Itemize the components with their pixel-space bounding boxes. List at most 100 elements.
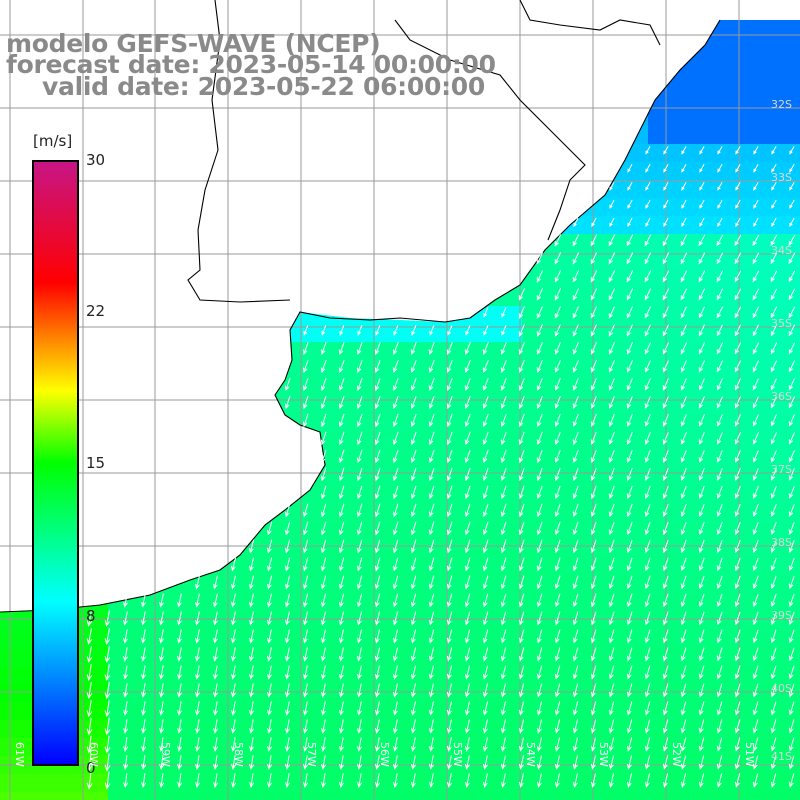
wind-speed-cell: [792, 738, 800, 757]
wind-arrow: [608, 773, 615, 788]
wind-arrow: [536, 575, 543, 590]
wind-speed-cell: [486, 774, 505, 793]
wind-arrow: [356, 593, 363, 608]
wind-speed-cell: [198, 792, 217, 800]
wind-speed-cell: [468, 360, 487, 379]
wind-speed-cell: [306, 396, 325, 415]
wind-speed-cell: [216, 648, 235, 667]
wind-arrow: [608, 306, 616, 319]
wind-speed-cell: [18, 666, 37, 685]
wind-arrow: [590, 234, 598, 247]
wind-speed-cell: [504, 288, 523, 307]
wind-speed-cell: [666, 324, 685, 343]
wind-arrow: [770, 503, 777, 517]
wind-speed-cell: [522, 666, 541, 685]
wind-speed-cell: [684, 234, 703, 253]
wind-speed-cell: [180, 666, 199, 685]
wind-arrow: [680, 647, 687, 662]
wind-arrow: [141, 665, 147, 680]
wind-arrow: [680, 270, 688, 283]
wind-arrow: [770, 539, 777, 554]
wind-arrow: [321, 755, 327, 770]
wind-speed-cell: [378, 738, 397, 757]
wind-speed-cell: [594, 324, 613, 343]
wind-speed-cell: [666, 234, 685, 253]
wind-speed-cell: [558, 702, 577, 721]
wind-speed-cell: [594, 234, 613, 253]
wind-arrow: [644, 575, 651, 590]
wind-arrow: [392, 683, 398, 698]
wind-speed-cell: [414, 738, 433, 757]
wind-arrow: [518, 593, 525, 608]
wind-speed-cell: [576, 666, 595, 685]
wind-arrow: [681, 146, 687, 155]
wind-arrow: [482, 467, 489, 482]
wind-speed-cell: [666, 432, 685, 451]
wind-speed-cell: [396, 342, 415, 361]
wind-speed-cell: [0, 702, 19, 721]
wind-arrow: [770, 396, 777, 409]
wind-arrow: [663, 146, 669, 155]
wind-speed-cell: [612, 378, 631, 397]
wind-arrow: [734, 252, 742, 265]
wind-speed-cell: [522, 504, 541, 523]
wind-arrow: [501, 307, 507, 318]
wind-arrow: [428, 683, 434, 698]
wind-arrow: [554, 737, 561, 752]
wind-arrow: [626, 270, 634, 283]
wind-speed-cell: [666, 720, 685, 739]
wind-arrow: [267, 593, 272, 608]
wind-speed-cell: [774, 702, 793, 721]
wind-arrow: [284, 395, 291, 410]
wind-arrow: [788, 432, 795, 445]
wind-speed-cell: [324, 540, 343, 559]
wind-arrow: [213, 593, 218, 608]
wind-arrow: [770, 342, 778, 355]
wind-speed-cell: [234, 666, 253, 685]
colorbar-tick: 30: [86, 151, 106, 169]
wind-arrow: [374, 575, 381, 590]
model-title: modelo GEFS-WAVE (NCEP): [6, 29, 381, 58]
wind-arrow: [716, 270, 724, 283]
wind-arrow: [446, 575, 453, 590]
wind-speed-cell: [414, 648, 433, 667]
wind-arrow: [734, 755, 741, 770]
wind-arrow: [339, 773, 345, 788]
wind-speed-cell: [54, 792, 73, 800]
wind-arrow: [626, 773, 633, 788]
wind-arrow: [752, 450, 759, 463]
wind-arrow: [716, 288, 724, 301]
wind-arrow: [608, 719, 615, 734]
wind-speed-cell: [522, 288, 541, 307]
wind-speed-cell: [342, 630, 361, 649]
wind-speed-cell: [666, 684, 685, 703]
wind-arrow: [249, 719, 255, 734]
wind-speed-cell: [774, 234, 793, 253]
wind-speed-cell: [612, 486, 631, 505]
wind-arrow: [734, 306, 742, 319]
wind-arrow: [356, 521, 363, 536]
wind-speed-cell: [612, 738, 631, 757]
wind-speed-cell: [684, 720, 703, 739]
wind-arrow: [770, 575, 777, 590]
wind-arrow: [320, 467, 327, 482]
wind-speed-cell: [396, 522, 415, 541]
wind-arrow: [752, 647, 759, 662]
wind-speed-cell: [72, 792, 91, 800]
wind-arrow: [554, 629, 561, 644]
wind-speed-cell: [0, 612, 19, 631]
wind-arrow: [536, 467, 543, 482]
wind-speed-cell: [774, 252, 793, 271]
wind-arrow: [320, 503, 327, 518]
wind-speed-cell: [684, 702, 703, 721]
wind-speed-cell: [522, 576, 541, 595]
wind-speed-cell: [486, 522, 505, 541]
wind-arrow: [716, 647, 723, 662]
wind-arrow: [716, 593, 723, 608]
wind-arrow: [303, 629, 308, 644]
wind-arrow: [716, 360, 724, 373]
wind-arrow: [698, 306, 706, 319]
wind-speed-cell: [540, 360, 559, 379]
wind-arrow: [770, 737, 777, 752]
